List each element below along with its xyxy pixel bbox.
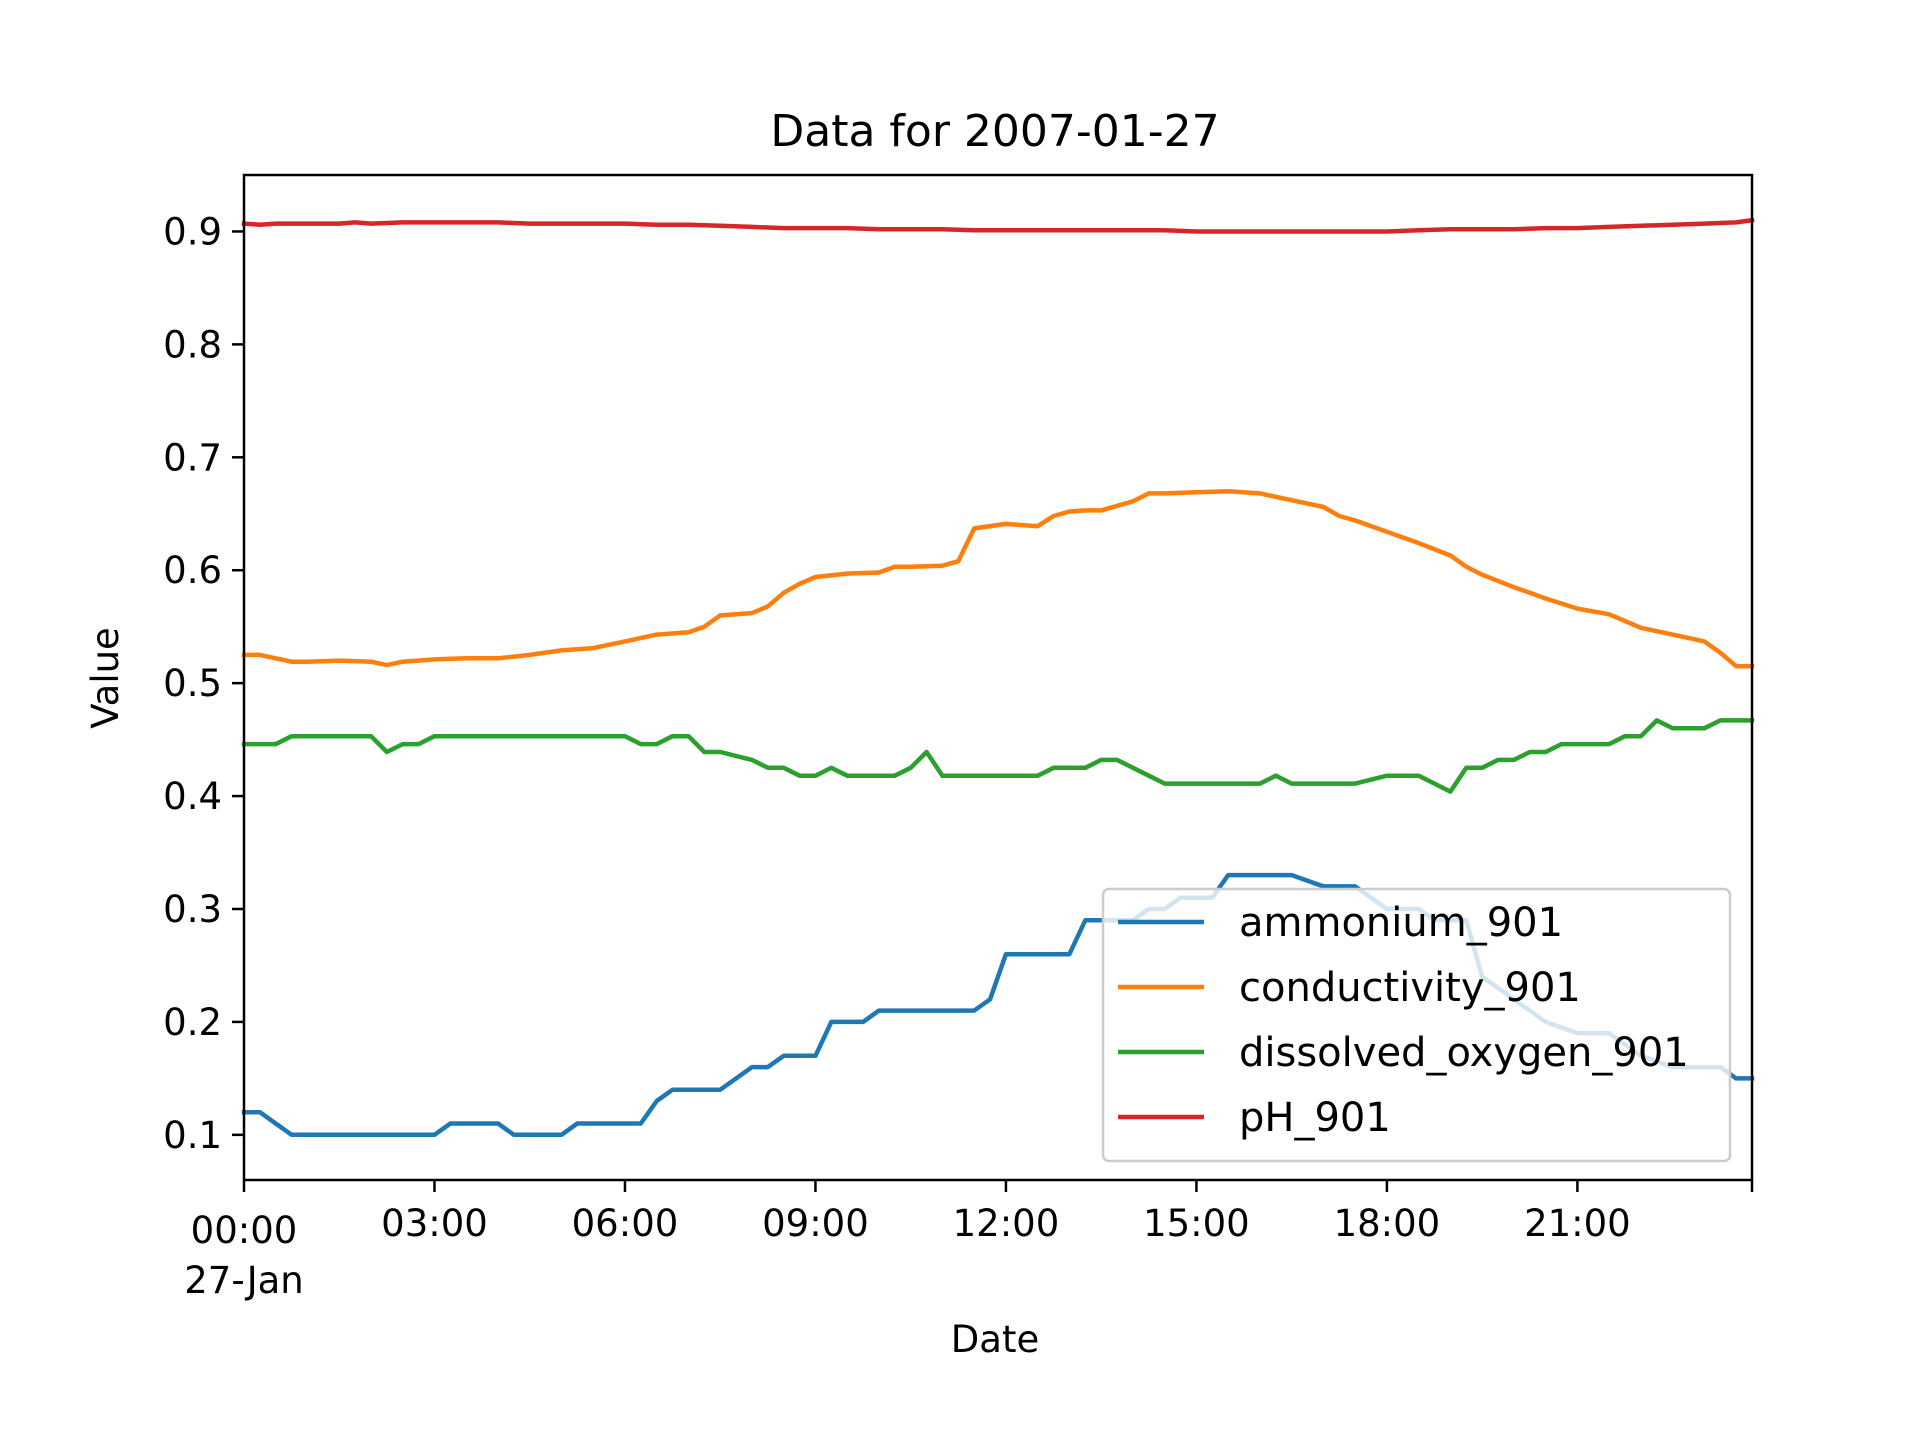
legend-label: dissolved_oxygen_901 xyxy=(1239,1030,1689,1076)
x-tick-label: 03:00 xyxy=(381,1202,488,1245)
legend-frame xyxy=(1101,887,1732,1163)
y-axis-label: Value xyxy=(84,627,127,729)
x-axis-ticks: 00:00 27-Jan 03:00 06:00 09:00 12:00 15:00 18:0… xyxy=(184,1180,1754,1302)
x-axis-label: Date xyxy=(951,1318,1039,1361)
x-tick-sublabel: 27-Jan xyxy=(184,1259,304,1302)
y-axis-ticks: 0.1 0.2 0.3 0.4 0.5 0.6 0.7 0.8 0.9 xyxy=(163,210,244,1157)
x-tick-label: 09:00 xyxy=(762,1202,869,1245)
legend-label: conductivity_901 xyxy=(1239,965,1581,1011)
x-tick-label: 00:00 xyxy=(191,1209,298,1252)
y-tick-label: 0.7 xyxy=(163,436,222,479)
y-tick-label: 0.6 xyxy=(163,549,222,592)
y-tick-label: 0.4 xyxy=(163,775,222,818)
legend-label: ammonium_901 xyxy=(1239,900,1563,946)
chart-title: Data for 2007-01-27 xyxy=(770,106,1219,157)
y-tick-label: 0.9 xyxy=(163,210,222,253)
y-tick-label: 0.2 xyxy=(163,1001,222,1044)
legend-label: pH_901 xyxy=(1239,1095,1391,1141)
x-tick-label: 21:00 xyxy=(1524,1202,1631,1245)
x-tick-label: 12:00 xyxy=(953,1202,1060,1245)
y-tick-label: 0.3 xyxy=(163,888,222,931)
axes-frame xyxy=(242,173,1754,1182)
x-tick-label: 15:00 xyxy=(1143,1202,1250,1245)
x-tick-label: 18:00 xyxy=(1334,1202,1441,1245)
y-tick-label: 0.5 xyxy=(163,662,222,705)
series-line-dissolved_oxygen_901 xyxy=(241,718,1755,794)
y-tick-label: 0.1 xyxy=(163,1114,222,1157)
series-line-conductivity_901 xyxy=(241,488,1755,669)
series-line-pH_901 xyxy=(241,217,1755,234)
x-tick-label: 06:00 xyxy=(572,1202,679,1245)
legend: ammonium_901 conductivity_901 dissolved_ox… xyxy=(1101,887,1732,1163)
y-tick-label: 0.8 xyxy=(163,323,222,366)
